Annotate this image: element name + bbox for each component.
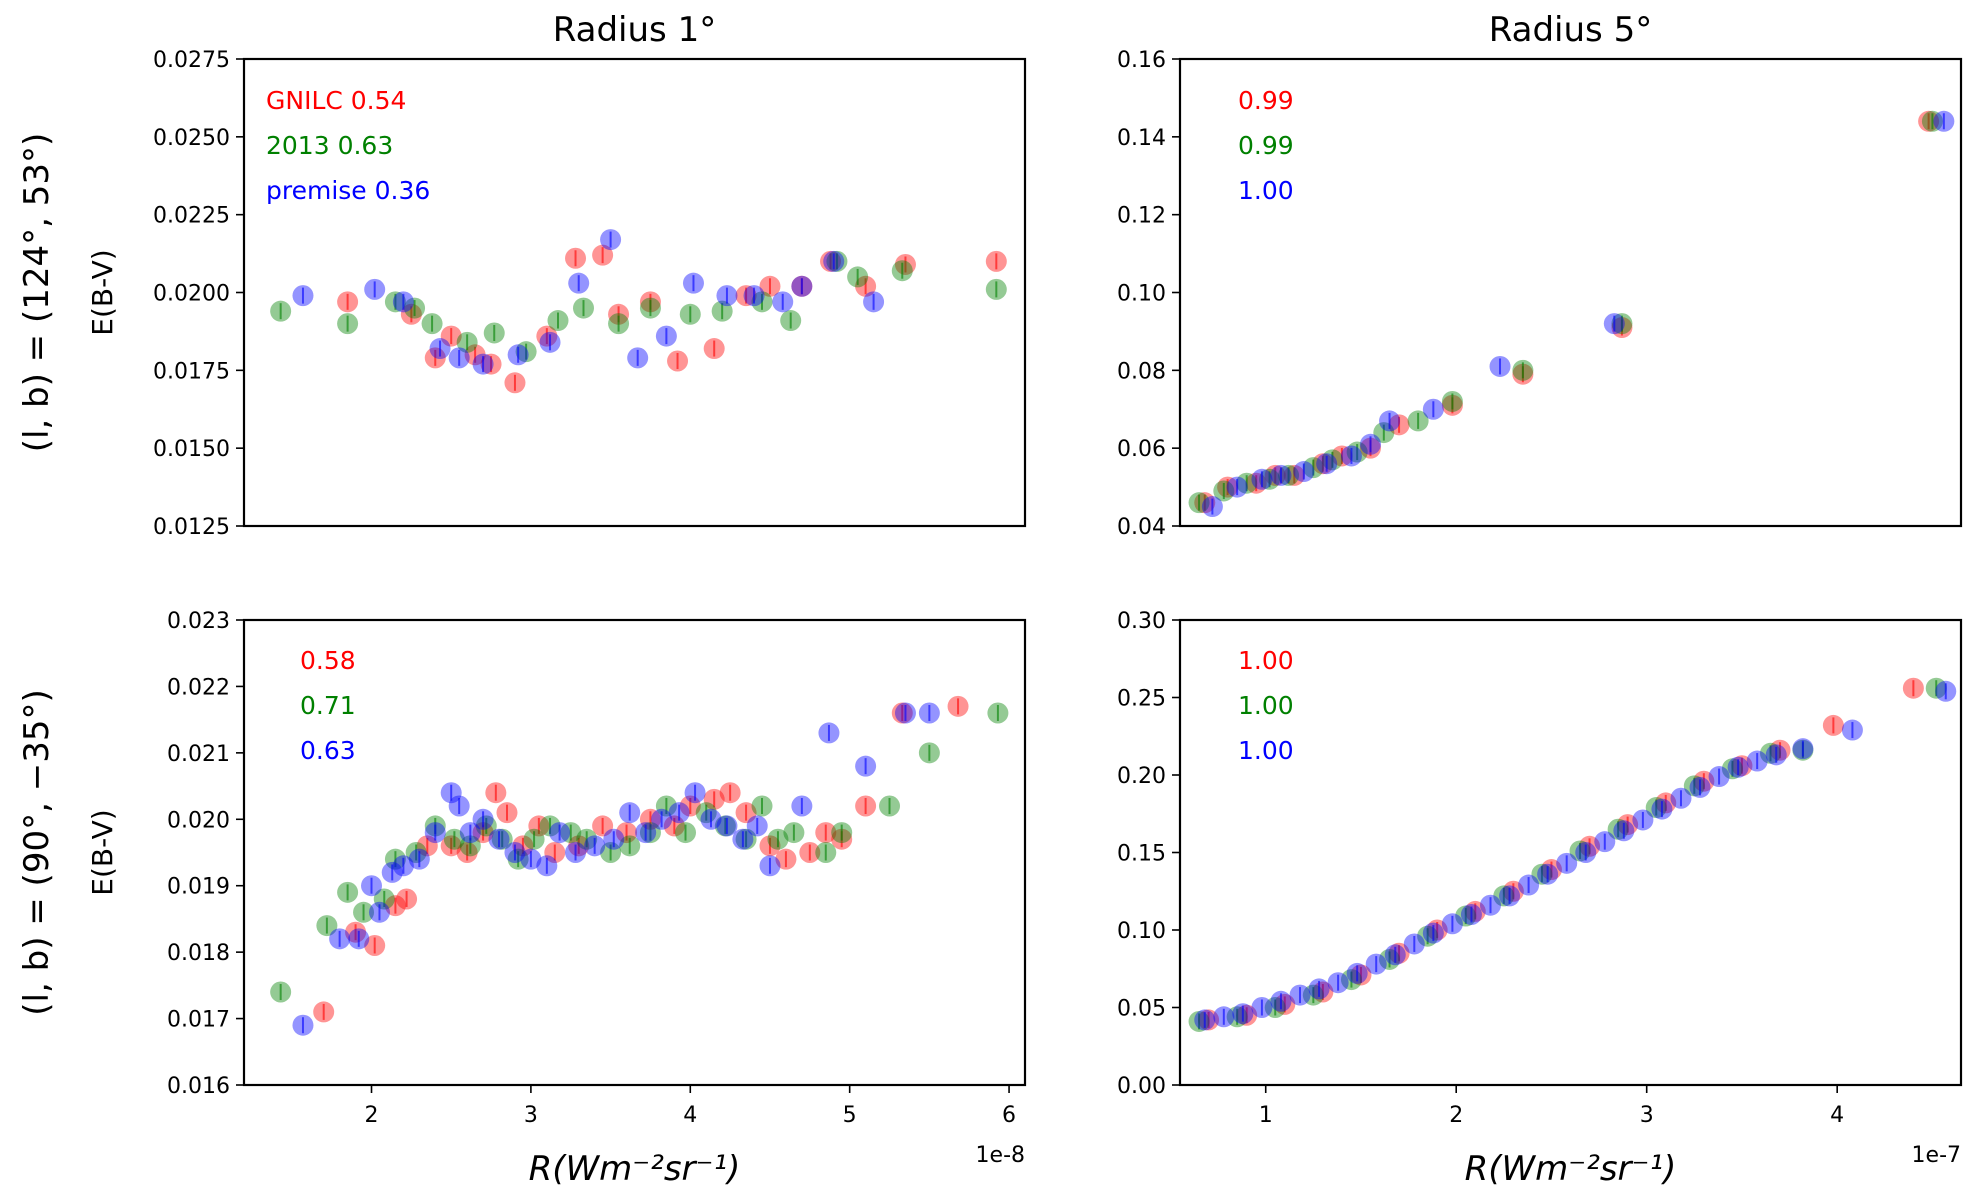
panel-4-corr-label-1: 1.00 bbox=[1238, 691, 1294, 720]
panel-1-ytick-label-1: 0.0150 bbox=[153, 437, 230, 462]
panel-3-ytick-label-0: 0.016 bbox=[167, 1074, 230, 1099]
panel-3-x-offset: 1e-8 bbox=[976, 1143, 1025, 1168]
panel-3-row-label: (l, b) = (90°, −35°) bbox=[17, 689, 57, 1015]
panel-1-title: Radius 1° bbox=[553, 10, 716, 50]
panel-4-ytick-label-3: 0.15 bbox=[1117, 842, 1166, 867]
panel-1-corr-label-1: 2013 0.63 bbox=[266, 131, 393, 160]
panel-1-ytick-label-6: 0.0275 bbox=[153, 48, 230, 73]
panel-3-xtick-label-2: 4 bbox=[683, 1103, 697, 1128]
panel-3-corr-label-1: 0.71 bbox=[300, 691, 356, 720]
panel-3-ytick-label-3: 0.019 bbox=[167, 875, 230, 900]
panel-4-corr-label-0: 1.00 bbox=[1238, 646, 1294, 675]
panel-2-title: Radius 5° bbox=[1489, 10, 1652, 50]
panel-4-ytick-label-4: 0.20 bbox=[1117, 764, 1166, 789]
panel-3-ytick-label-4: 0.020 bbox=[167, 808, 230, 833]
panel-2-ytick-label-6: 0.16 bbox=[1117, 48, 1166, 73]
panel-2-ytick-label-4: 0.12 bbox=[1117, 204, 1166, 229]
panel-3-xtick-label-4: 6 bbox=[1002, 1103, 1016, 1128]
panel-2-corr-label-1: 0.99 bbox=[1238, 131, 1294, 160]
panel-3-ytick-label-2: 0.018 bbox=[167, 941, 230, 966]
panel-2-ytick-label-2: 0.08 bbox=[1117, 359, 1166, 384]
panel-1-corr-label-2: premise 0.36 bbox=[266, 176, 430, 205]
panel-2-ytick-label-0: 0.04 bbox=[1117, 515, 1166, 540]
panel-3-ytick-label-1: 0.017 bbox=[167, 1008, 230, 1033]
panel-3-xtick-label-1: 3 bbox=[524, 1103, 538, 1128]
panel-2-corr-label-0: 0.99 bbox=[1238, 86, 1294, 115]
panel-4-ytick-label-2: 0.10 bbox=[1117, 919, 1166, 944]
panel-1-ytick-label-2: 0.0175 bbox=[153, 359, 230, 384]
panel-3-ytick-label-5: 0.021 bbox=[167, 742, 230, 767]
panel-4-xtick-label-3: 4 bbox=[1830, 1103, 1844, 1128]
panel-1-corr-label-0: GNILC 0.54 bbox=[266, 86, 406, 115]
panel-3-xtick-label-3: 5 bbox=[843, 1103, 857, 1128]
panel-3-ylabel: E(B-V) bbox=[86, 809, 119, 895]
panel-4-xtick-label-2: 3 bbox=[1640, 1103, 1654, 1128]
panel-4-xlabel: R(Wm⁻²sr⁻¹) bbox=[1465, 1149, 1677, 1189]
panel-4-corr-label-2: 1.00 bbox=[1238, 736, 1294, 765]
panel-4-ytick-label-0: 0.00 bbox=[1117, 1074, 1166, 1099]
panel-4-xtick-label-1: 2 bbox=[1449, 1103, 1463, 1128]
panel-3-corr-label-0: 0.58 bbox=[300, 646, 356, 675]
panel-1-ytick-label-3: 0.0200 bbox=[153, 282, 230, 307]
panel-4-ytick-label-6: 0.30 bbox=[1117, 609, 1166, 634]
panel-4-xtick-label-0: 1 bbox=[1259, 1103, 1273, 1128]
panel-2-corr-label-2: 1.00 bbox=[1238, 176, 1294, 205]
panel-3-ytick-label-6: 0.022 bbox=[167, 675, 230, 700]
panel-2-ytick-label-5: 0.14 bbox=[1117, 126, 1166, 151]
panel-3-corr-label-2: 0.63 bbox=[300, 736, 356, 765]
panel-1-ylabel: E(B-V) bbox=[86, 249, 119, 335]
panel-2-frame bbox=[1178, 57, 1963, 528]
panel-1-ytick-label-5: 0.0250 bbox=[153, 126, 230, 151]
panel-1-ytick-label-0: 0.0125 bbox=[153, 515, 230, 540]
panel-1-ytick-label-4: 0.0225 bbox=[153, 204, 230, 229]
panel-3-xlabel: R(Wm⁻²sr⁻¹) bbox=[529, 1149, 741, 1189]
panel-1-frame bbox=[242, 57, 1027, 528]
panel-2-ytick-label-3: 0.10 bbox=[1117, 282, 1166, 307]
panel-3-frame bbox=[242, 618, 1027, 1087]
panel-2-ytick-label-1: 0.06 bbox=[1117, 437, 1166, 462]
panel-3-ytick-label-7: 0.023 bbox=[167, 609, 230, 634]
panel-3-xtick-label-0: 2 bbox=[365, 1103, 379, 1128]
panel-4-x-offset: 1e-7 bbox=[1912, 1143, 1961, 1168]
panel-1-row-label: (l, b) = (124°, 53°) bbox=[17, 133, 57, 453]
panel-4-ytick-label-1: 0.05 bbox=[1117, 997, 1166, 1022]
panel-4-ytick-label-5: 0.25 bbox=[1117, 687, 1166, 712]
